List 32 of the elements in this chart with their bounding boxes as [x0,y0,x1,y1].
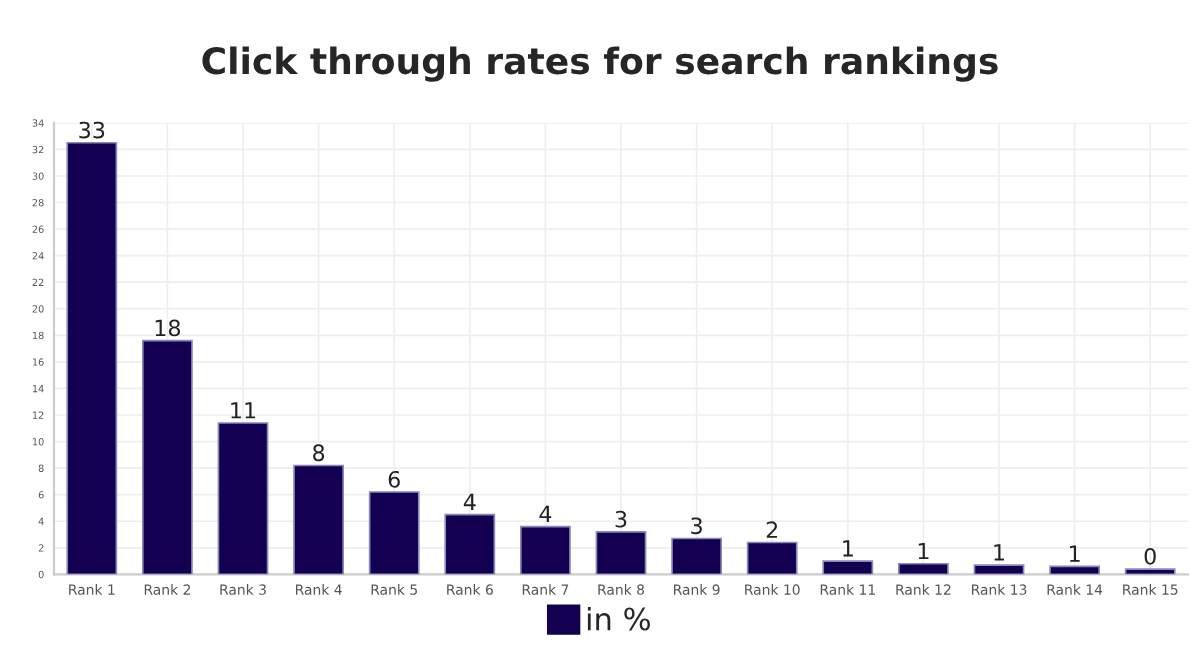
data-label: 0 [1144,547,1156,565]
data-label: 6 [388,470,400,488]
bar [595,531,647,575]
bar [746,541,798,575]
chart-title: Click through rates for search rankings [202,46,998,82]
data-label: 11 [231,402,256,419]
data-label: 33 [79,121,105,139]
data-label: 3 [691,517,702,535]
data-label: 1 [843,540,853,557]
data-label: 3 [615,510,627,528]
bar [217,422,269,575]
bar [293,464,345,575]
legend-label: in % [587,606,650,631]
data-label: 4 [463,493,476,510]
bar [671,537,723,575]
data-label: 8 [313,444,325,462]
data-label: 1 [994,544,1005,561]
bar [519,525,571,575]
data-label: 4 [539,505,552,522]
bar [444,513,496,575]
bar [66,141,118,575]
data-label: 1 [918,542,929,560]
bar [822,560,874,575]
data-label: 18 [155,319,181,337]
data-label: 2 [766,521,778,538]
data-label: 1 [1069,545,1080,562]
bar [1124,568,1176,575]
bar [368,491,420,575]
bar [1049,565,1101,575]
bar [897,562,949,575]
bar [141,339,193,575]
bar [973,564,1025,575]
